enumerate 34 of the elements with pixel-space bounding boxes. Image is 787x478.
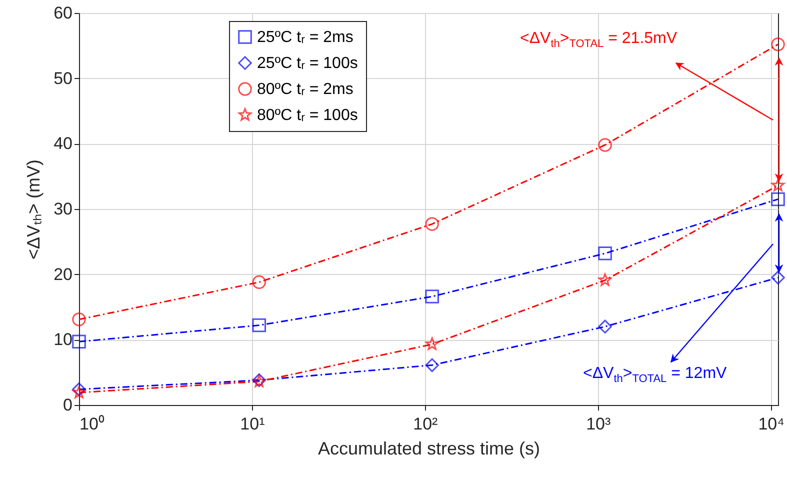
point: [425, 217, 439, 231]
point: [598, 320, 612, 334]
point: [598, 246, 612, 260]
point: [771, 192, 785, 206]
y-tick-label: 60: [54, 4, 72, 22]
x-tick-label: 10⁴: [758, 414, 784, 434]
x-tick-label: 10⁰: [80, 414, 104, 434]
x-tick-label: 10²: [413, 414, 438, 434]
point: [425, 358, 439, 372]
legend-label: 25ºC tᵣ = 2ms: [257, 29, 354, 46]
legend-label: 80ºC tᵣ = 2ms: [257, 81, 354, 98]
y-tick-label: 0: [63, 396, 72, 414]
x-axis-title: Accumulated stress time (s): [318, 438, 540, 458]
x-tick-label: 10³: [586, 414, 611, 434]
point: [771, 178, 785, 192]
x-tick-label: 10¹: [240, 414, 266, 434]
point: [425, 290, 439, 304]
point: [771, 270, 785, 284]
annotation: <ΔV$_{th}$>$_{TOTAL}$ = 21.5mV: [520, 30, 678, 50]
point: [771, 38, 785, 52]
point: [598, 273, 612, 286]
y-axis-title: <ΔVₜₕ> (mV): [24, 159, 44, 260]
point: [252, 275, 266, 290]
point: [252, 318, 266, 332]
point: [426, 337, 439, 350]
y-tick-label: 50: [54, 68, 72, 88]
y-tick-label: 10: [54, 330, 72, 350]
y-tick-label: 20: [54, 264, 72, 284]
y-tick-label: 30: [54, 200, 72, 218]
legend-label: 80ºC tᵣ = 100s: [257, 107, 358, 124]
point: [598, 138, 612, 152]
y-tick-label: 40: [54, 134, 72, 154]
legend-label: 25ºC tᵣ = 100s: [257, 55, 358, 72]
annotation: <ΔV$_{th}$>$_{TOTAL}$ = 12mV: [583, 365, 727, 386]
